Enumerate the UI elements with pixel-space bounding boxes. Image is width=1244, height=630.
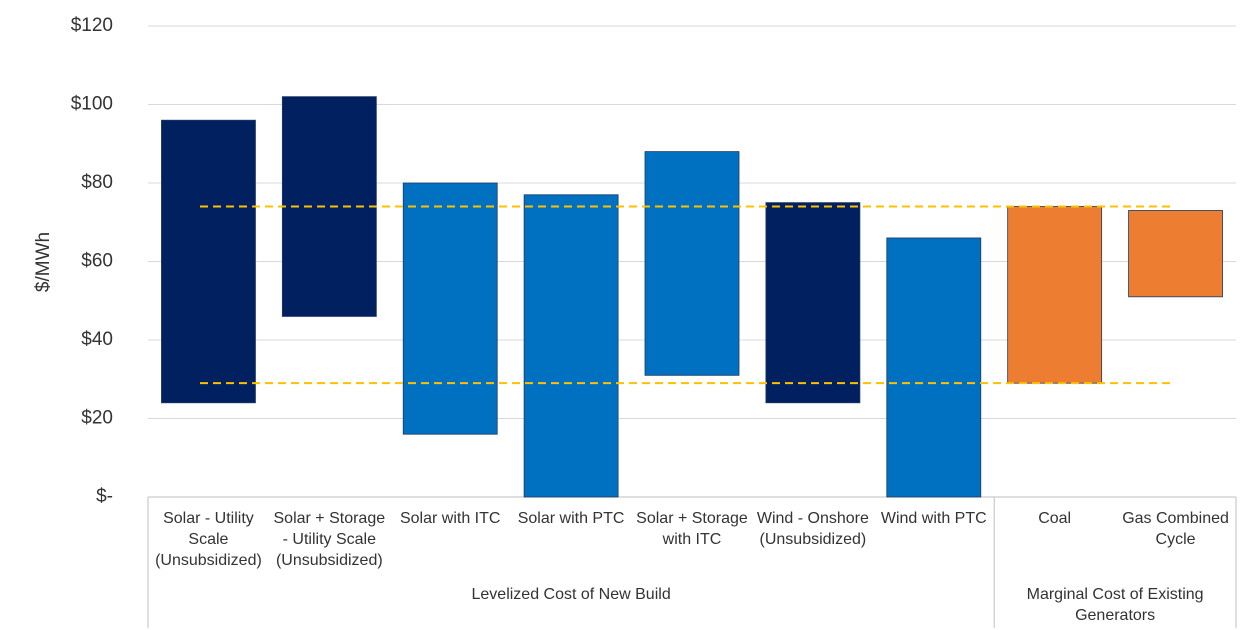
bar	[523, 194, 619, 498]
x-tick-label: Solar + Storage - Utility Scale (Unsubsi…	[273, 510, 386, 569]
x-tick-label: Solar - Utility Scale (Unsubsidized)	[155, 510, 262, 569]
bar	[1007, 206, 1103, 384]
y-tick-label: $120	[71, 15, 113, 36]
y-tick-label: $80	[81, 172, 113, 193]
y-tick-label: $40	[81, 329, 113, 350]
y-tick-label: $20	[81, 408, 113, 429]
bar	[765, 202, 861, 404]
bar	[161, 119, 256, 404]
bar	[402, 182, 498, 435]
y-tick-label: $-	[96, 486, 113, 507]
y-tick-label: $60	[81, 251, 113, 272]
bar	[886, 237, 982, 498]
y-axis-label: $/MWh	[33, 232, 54, 292]
x-tick-label: Solar with ITC	[399, 510, 501, 527]
x-tick-label: Solar with PTC	[517, 510, 625, 527]
x-tick-label: Wind with PTC	[880, 510, 987, 527]
group-label: Levelized Cost of New Build	[471, 586, 671, 603]
x-tick-label: Gas Combined Cycle	[1122, 510, 1229, 548]
bar	[1128, 210, 1223, 298]
x-tick-label: Solar + Storage with ITC	[636, 510, 748, 548]
y-tick-label: $100	[71, 94, 113, 115]
x-tick-label: Coal	[1038, 510, 1072, 527]
group-label: Marginal Cost of Existing Generators	[1026, 586, 1204, 624]
x-tick-label: Wind - Onshore (Unsubsidized)	[756, 510, 869, 548]
bar	[644, 151, 740, 376]
